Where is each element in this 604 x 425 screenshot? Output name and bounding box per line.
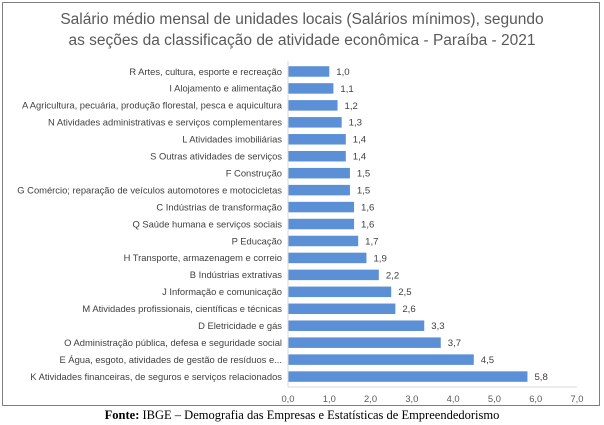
bar [288, 150, 346, 162]
bar-chart: Salário médio mensal de unidades locais … [17, 11, 584, 404]
x-tick-label: 3,0 [405, 393, 418, 404]
category-label: D Eletricidade e gás [198, 320, 282, 331]
category-label: G Comércio; reparação de veículos automo… [17, 184, 282, 195]
value-label: 1,3 [349, 118, 362, 129]
value-label: 4,5 [481, 355, 494, 366]
value-label: 5,8 [534, 372, 547, 383]
bar [288, 371, 528, 382]
value-label: 2,2 [386, 270, 399, 281]
category-label: L Atividades imobiliárias [182, 134, 282, 145]
category-label: J Informação e comunicação [162, 286, 282, 297]
value-label: 1,4 [353, 135, 367, 146]
x-tick-label: 1,0 [323, 393, 336, 404]
value-label: 1,0 [336, 67, 349, 78]
value-label: 2,6 [402, 304, 415, 315]
chart-title-line-1: Salário médio mensal de unidades locais … [60, 11, 543, 28]
value-label: 1,1 [340, 84, 353, 95]
x-tick-label: 4,0 [447, 393, 460, 404]
value-label: 1,6 [361, 219, 374, 230]
x-tick-label: 0,0 [281, 393, 294, 404]
bar [288, 235, 359, 247]
category-label: C Indústrias de transformação [156, 201, 282, 212]
bar [288, 201, 355, 213]
value-label: 1,5 [357, 169, 370, 180]
bar [288, 218, 355, 230]
value-label: 1,5 [357, 186, 370, 197]
value-label: 3,7 [448, 338, 461, 349]
bar [288, 66, 330, 77]
value-label: 1,4 [353, 152, 367, 163]
category-label: H Transporte, armazenagem e correio [124, 252, 282, 263]
value-label: 1,6 [361, 202, 374, 213]
category-label: K Atividades financeiras, de seguros e s… [30, 371, 282, 382]
category-label: S Outras atividades de serviços [150, 151, 282, 162]
source-label: Fonte: [104, 408, 140, 422]
bar [288, 337, 441, 348]
bar [288, 167, 350, 179]
category-label: F Construção [226, 167, 282, 178]
category-label: M Atividades profissionais, científicas … [82, 303, 282, 314]
source-note: Fonte: IBGE – Demografia das Empresas e … [0, 408, 604, 423]
value-label: 1,9 [373, 253, 386, 264]
category-label: A Agricultura, pecuária, produção flores… [22, 100, 283, 111]
bar [288, 252, 367, 264]
category-label: O Administração pública, defesa e seguri… [64, 337, 282, 348]
x-tick-label: 6,0 [529, 393, 542, 404]
category-label: B Indústrias extrativas [190, 269, 283, 280]
value-label: 3,3 [431, 321, 444, 332]
category-label: R Artes, cultura, esporte e recreação [129, 66, 282, 77]
bar [288, 117, 342, 128]
value-label: 1,7 [365, 236, 378, 247]
x-tick-label: 2,0 [364, 393, 377, 404]
category-label: N Atividades administrativas e serviços … [48, 117, 282, 128]
value-label: 1,2 [345, 101, 358, 112]
category-label: Q Saúde humana e serviços sociais [132, 218, 282, 229]
bar [288, 184, 350, 196]
value-label: 2,5 [398, 287, 411, 298]
chart-title-line-2: as seções da classificação de atividade … [69, 32, 536, 49]
bar [288, 134, 346, 145]
bar [288, 83, 334, 94]
x-axis: 0,0 1,0 2,0 3,0 4,0 5,0 6,0 7,0 [281, 61, 584, 404]
bar [288, 269, 379, 281]
bar [288, 354, 474, 365]
bar [288, 303, 396, 315]
source-text: IBGE – Demografia das Empresas e Estatís… [139, 408, 500, 422]
bars-group: R Artes, cultura, esporte e recreação 1,0… [17, 66, 548, 383]
category-label: I Alojamento e alimentação [169, 83, 282, 94]
x-tick-label: 5,0 [488, 393, 501, 404]
bar [288, 320, 425, 331]
bar [288, 286, 392, 298]
category-label: P Educação [232, 235, 282, 246]
category-label: E Água, esgoto, atividades de gestão de … [59, 354, 282, 365]
bar [288, 100, 338, 111]
x-tick-label: 7,0 [570, 393, 583, 404]
